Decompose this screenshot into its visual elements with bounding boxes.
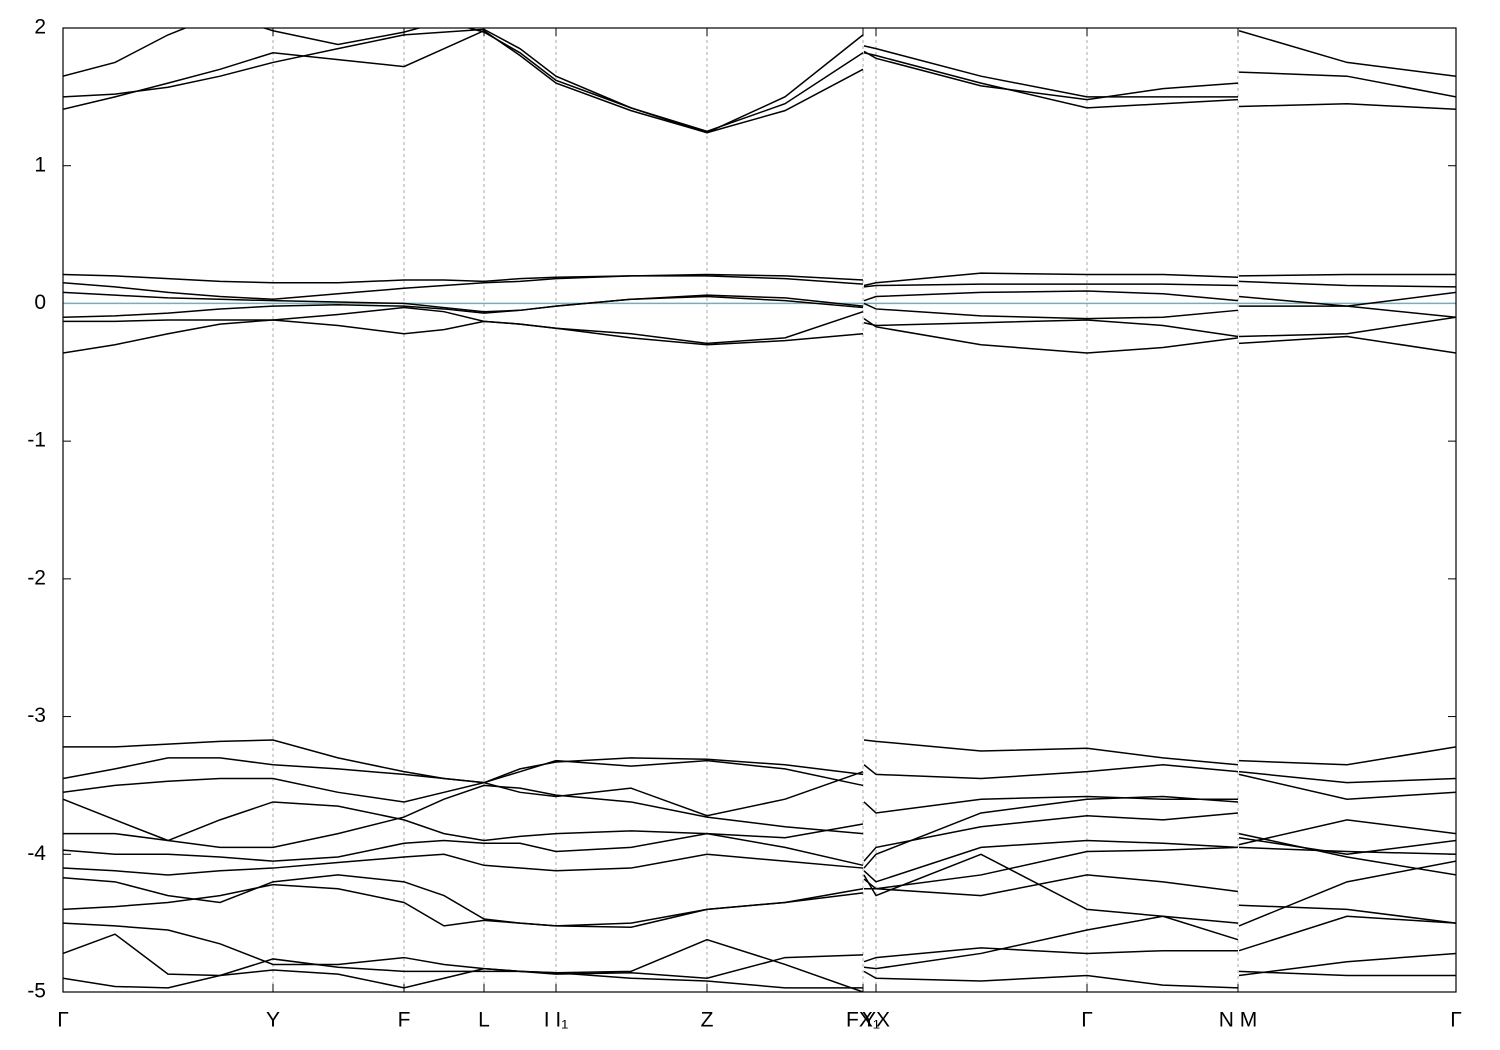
y-tick-label: -5 [27,980,46,1003]
plot-frame [62,27,1457,993]
x-tick-label: Γ [1081,1009,1093,1032]
band-line [63,798,1456,862]
band-line [63,291,1456,320]
band-line [63,28,1456,134]
y-tick-label: -2 [27,566,46,589]
y-tick-label: 2 [34,16,46,39]
band-line [63,853,1456,941]
band-line [63,29,1456,134]
band-line [63,967,1456,989]
x-tick-label: F [398,1009,411,1032]
x-tick-label: I I₁ [544,1009,569,1032]
y-tick-label: 0 [34,291,46,314]
x-tick-label: N M [1219,1009,1258,1032]
band-line [63,272,1456,287]
band-line [63,306,1456,345]
band-line [63,275,1456,301]
bands [63,28,1456,992]
x-tick-label: Γ [57,1009,69,1032]
y-tick-label: -3 [27,704,46,727]
band-line [63,832,1456,890]
x-tick-label: L [478,1009,490,1032]
x-tick-label: Γ [1450,1009,1462,1032]
band-line [63,770,1456,817]
band-line [63,915,1456,979]
y-tick-label: -4 [27,842,46,865]
band-line [63,757,1456,787]
y-tick-label: -1 [27,429,46,452]
band-line [63,874,1456,927]
y-tick-label: 1 [34,153,46,176]
band-line [63,784,1456,869]
x-tick-label: Z [701,1009,714,1032]
x-tick-label: YX [862,1009,890,1032]
band-line [63,832,1456,883]
band-line [63,915,1456,992]
x-tick-label: Y [266,1009,280,1032]
x-tick-label: FX₁ [846,1009,880,1032]
